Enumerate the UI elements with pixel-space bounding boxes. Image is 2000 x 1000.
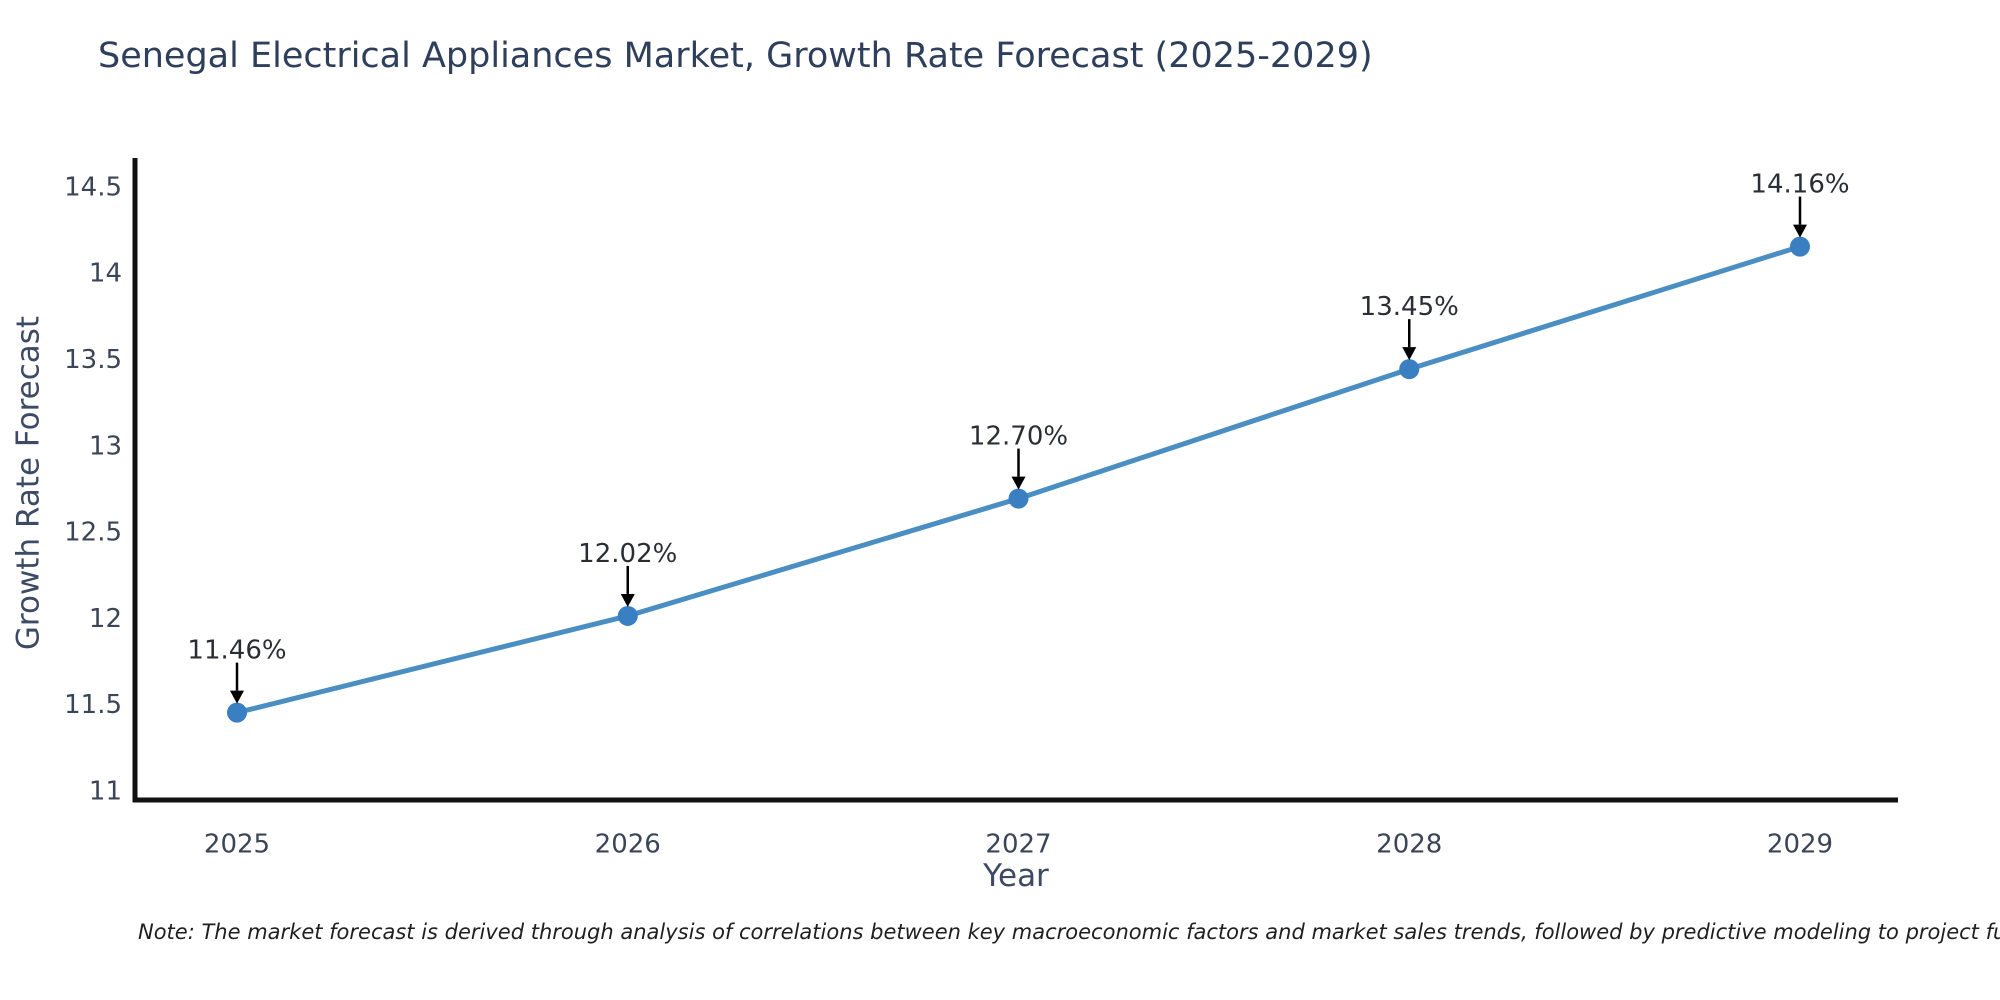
x-tick-label: 2027 xyxy=(985,830,1051,860)
data-point-marker xyxy=(1008,488,1029,509)
annotation-arrowhead xyxy=(1793,224,1807,238)
data-label: 11.46% xyxy=(187,636,286,666)
annotation-arrowhead xyxy=(1011,476,1026,490)
x-tick-label: 2025 xyxy=(204,830,270,860)
y-axis-title: Growth Rate Forecast xyxy=(11,316,47,650)
y-tick-label: 14.5 xyxy=(64,172,122,202)
y-tick-label: 12 xyxy=(89,604,122,634)
data-label: 13.45% xyxy=(1360,292,1459,322)
x-tick-label: 2029 xyxy=(1767,830,1833,860)
y-tick-label: 12.5 xyxy=(64,518,122,548)
footnote: Note: The market forecast is derived thr… xyxy=(138,920,2000,944)
chart-title: Senegal Electrical Appliances Market, Gr… xyxy=(98,36,1373,76)
annotation-arrowhead xyxy=(620,593,635,607)
data-label: 12.02% xyxy=(578,539,677,569)
data-point-marker xyxy=(227,702,247,723)
data-label: 14.16% xyxy=(1750,170,1849,200)
y-tick-label: 11.5 xyxy=(64,690,122,720)
y-tick-label: 11 xyxy=(89,777,122,807)
annotation-arrowhead xyxy=(1402,347,1417,361)
x-axis-title: Year xyxy=(982,858,1049,894)
y-tick-label: 14 xyxy=(89,259,122,289)
data-label: 12.70% xyxy=(969,422,1068,452)
y-tick-label: 13.5 xyxy=(64,345,122,375)
data-point-marker xyxy=(1399,359,1420,380)
annotation-arrowhead xyxy=(230,690,244,704)
data-point-marker xyxy=(1790,236,1810,257)
x-tick-label: 2028 xyxy=(1376,830,1442,860)
x-tick-label: 2026 xyxy=(595,830,661,860)
y-tick-label: 13 xyxy=(89,431,122,461)
data-point-marker xyxy=(617,605,638,626)
